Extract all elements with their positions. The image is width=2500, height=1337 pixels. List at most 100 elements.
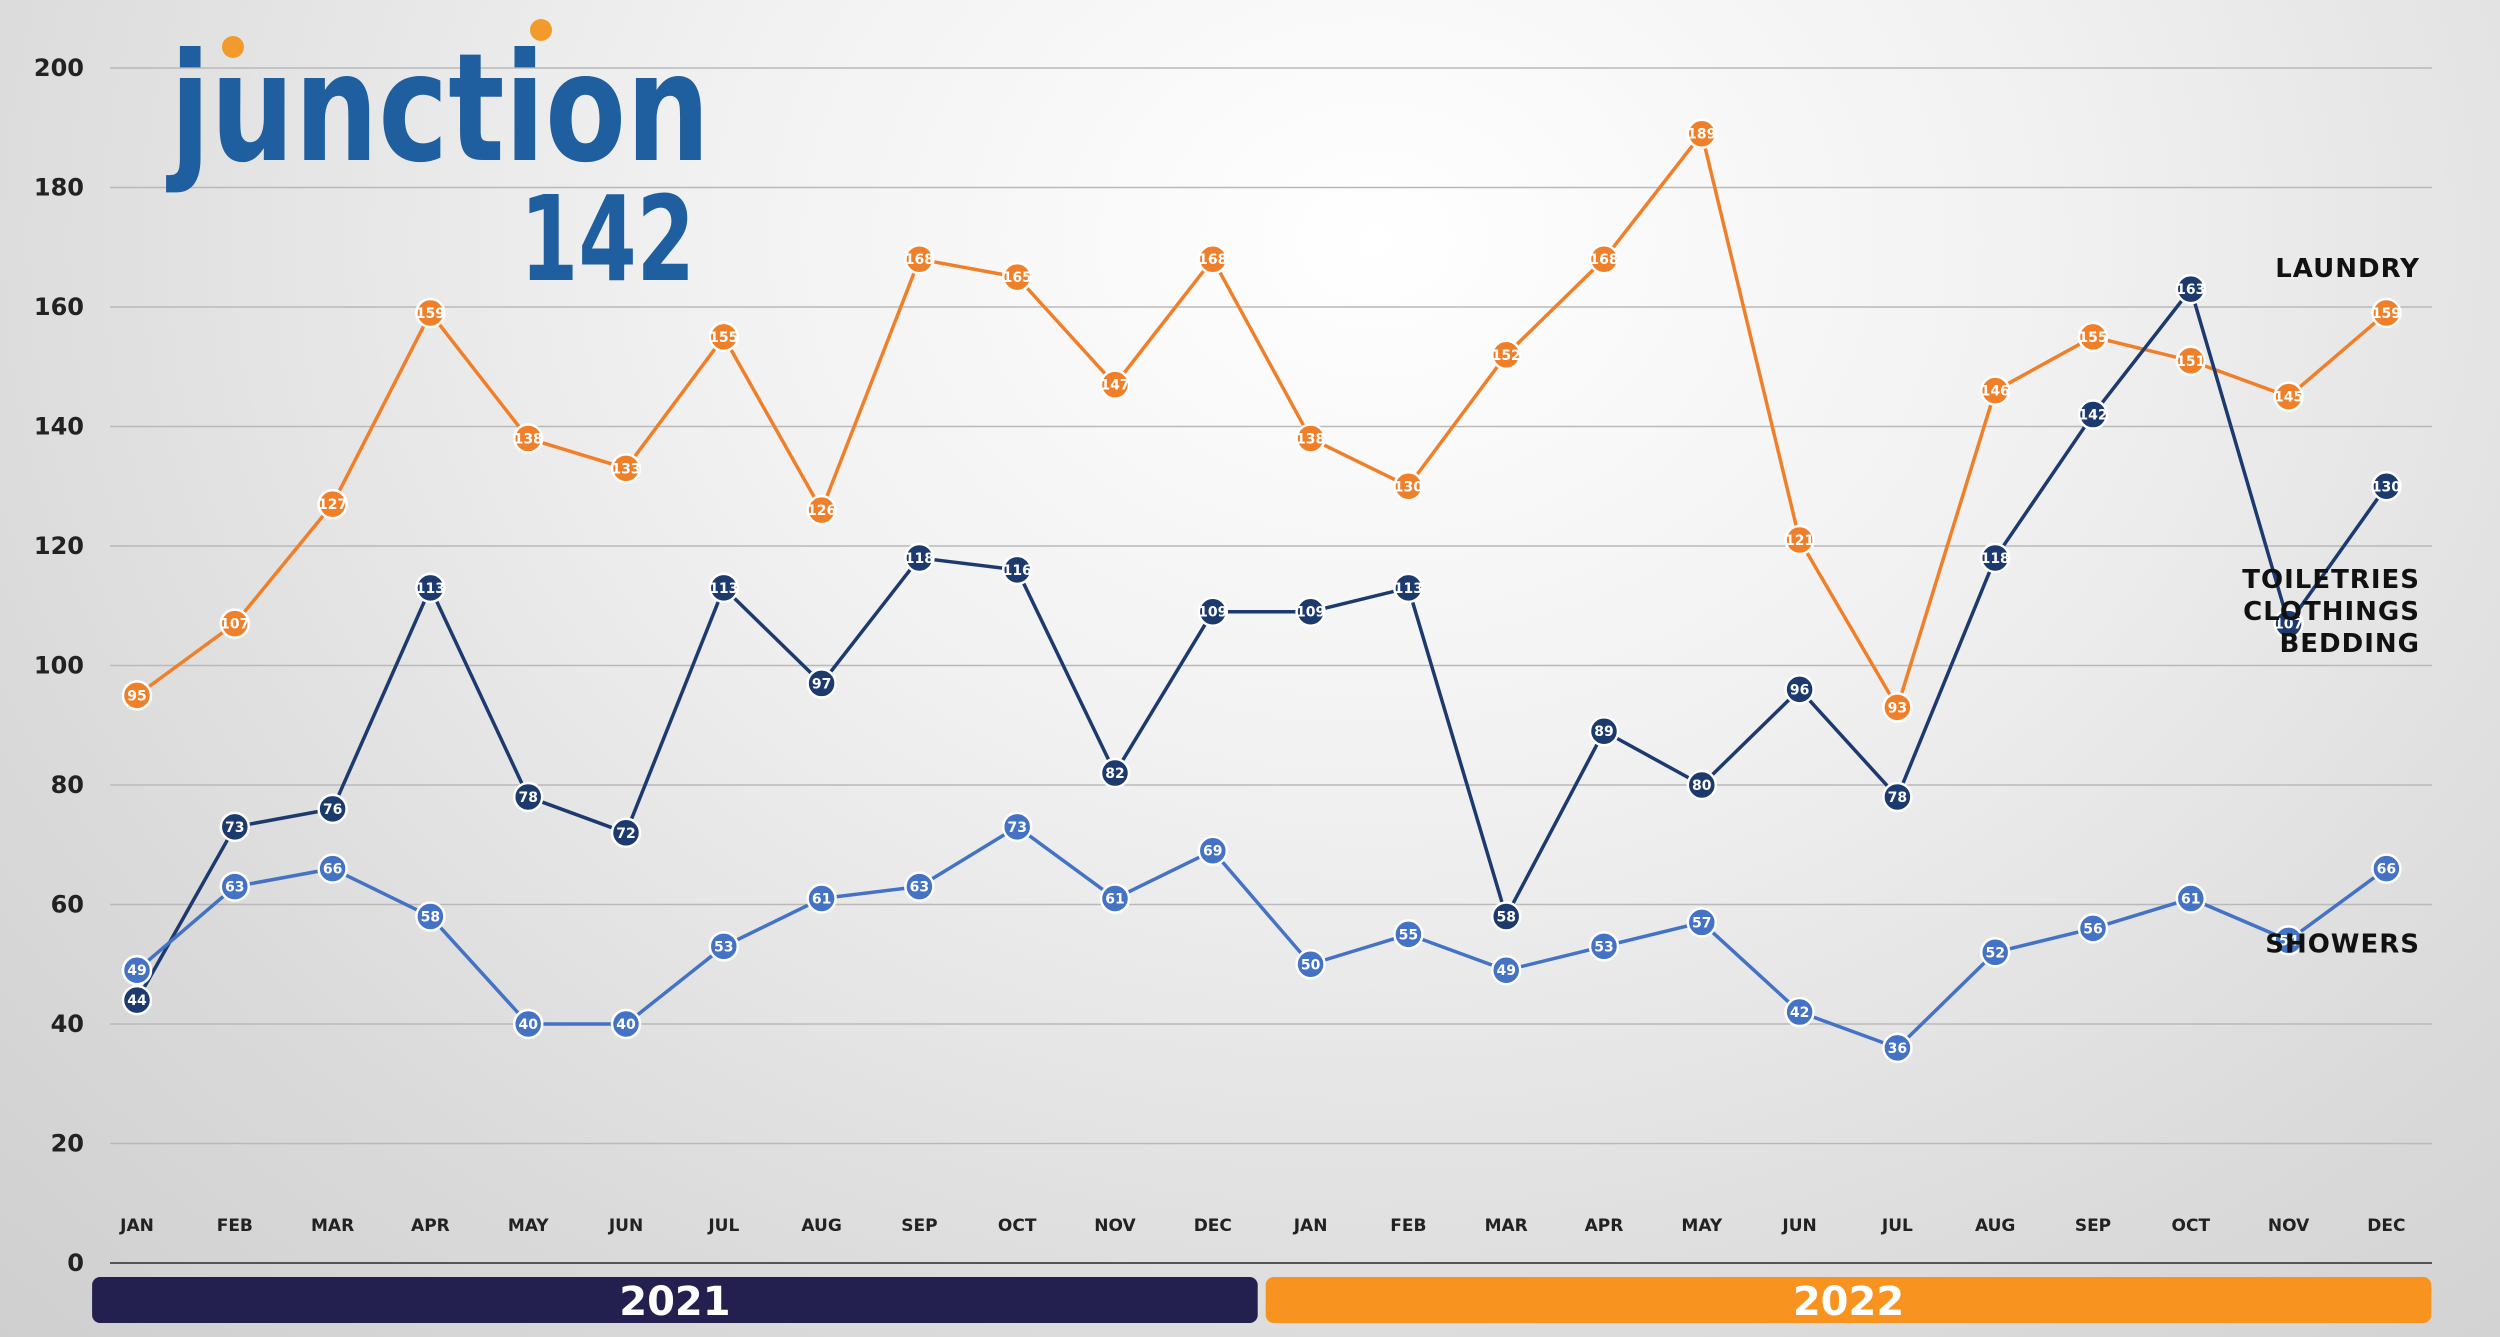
data-label: 73 — [225, 820, 244, 836]
gridlines — [110, 67, 2432, 1264]
data-point — [1588, 931, 1620, 962]
data-point — [806, 668, 837, 699]
data-label: 126 — [807, 503, 836, 519]
data-label: 109 — [1296, 605, 1325, 621]
year-bar — [92, 1277, 1258, 1323]
y-tick-label: 20 — [51, 1130, 84, 1158]
x-tick-label: JUL — [707, 1216, 739, 1236]
data-label: 168 — [1589, 252, 1618, 268]
data-label: 44 — [127, 993, 147, 1009]
x-tick-label: APR — [1585, 1216, 1624, 1236]
y-tick-label: 160 — [34, 293, 84, 321]
data-point — [1784, 996, 1815, 1028]
data-point — [512, 781, 544, 813]
y-tick-label: 140 — [34, 413, 84, 441]
data-label: 146 — [1981, 384, 2010, 400]
data-point — [904, 871, 935, 902]
data-point — [1979, 937, 2011, 968]
x-tick-label: SEP — [2075, 1216, 2111, 1236]
data-label: 63 — [225, 880, 244, 896]
data-label: 61 — [812, 892, 831, 908]
data-label: 121 — [1785, 533, 1814, 549]
year-label: 2021 — [619, 1279, 730, 1325]
logo-number: 142 — [520, 170, 695, 308]
y-tick-label: 180 — [34, 174, 84, 202]
data-label: 165 — [1003, 270, 1032, 286]
data-point — [708, 931, 740, 962]
data-point — [1099, 757, 1131, 789]
data-label: 147 — [1100, 378, 1129, 394]
data-label: 127 — [318, 497, 347, 513]
x-tick-label: MAR — [311, 1216, 354, 1236]
x-tick-label: MAY — [508, 1216, 549, 1236]
series-label: CLOTHINGS — [2243, 597, 2420, 627]
data-label: 116 — [1003, 563, 1032, 579]
data-point — [121, 954, 153, 986]
data-label: 54 — [2279, 933, 2299, 949]
x-tick-label: OCT — [2172, 1216, 2211, 1236]
y-tick-label: 60 — [51, 891, 84, 919]
data-point — [1686, 118, 1718, 149]
data-label: 49 — [1496, 963, 1515, 979]
data-label: 118 — [905, 551, 934, 567]
data-label: 50 — [1301, 957, 1321, 973]
data-label: 107 — [2274, 617, 2303, 633]
logo-dot-left — [222, 36, 244, 58]
data-label: 130 — [1394, 479, 1423, 495]
data-point — [806, 494, 837, 526]
data-point — [1393, 919, 1424, 950]
x-tick-label: MAY — [1681, 1216, 1722, 1236]
x-tick-label: MAR — [1485, 1216, 1528, 1236]
x-tick-label: APR — [411, 1216, 450, 1236]
data-label: 89 — [1594, 724, 1613, 740]
data-label: 159 — [2372, 306, 2401, 322]
data-label: 93 — [1888, 700, 1907, 716]
data-point — [415, 572, 446, 604]
data-label: 58 — [421, 909, 440, 925]
data-point — [1001, 261, 1033, 293]
data-point — [806, 883, 837, 914]
data-label: 168 — [905, 252, 934, 268]
x-tick-label: NOV — [1094, 1216, 1136, 1236]
data-label: 61 — [2181, 892, 2200, 908]
data-label: 96 — [1790, 682, 1809, 698]
data-point — [415, 297, 446, 329]
data-label: 82 — [1105, 766, 1124, 782]
data-point — [904, 243, 935, 275]
data-point — [904, 542, 935, 574]
data-label: 163 — [2176, 282, 2205, 298]
data-point — [1295, 949, 1326, 980]
data-label: 189 — [1687, 127, 1716, 143]
y-tick-label: 120 — [34, 532, 84, 560]
data-point — [1979, 542, 2011, 574]
data-label: 53 — [714, 939, 733, 955]
data-point — [317, 853, 348, 884]
data-label: 113 — [709, 581, 738, 597]
data-point — [2175, 345, 2207, 377]
x-tick-label: SEP — [901, 1216, 937, 1236]
data-label: 61 — [1105, 892, 1124, 908]
data-point — [2273, 381, 2304, 412]
data-point — [1099, 369, 1131, 400]
data-label: 78 — [518, 790, 537, 806]
data-point — [2273, 925, 2304, 956]
data-point — [317, 488, 348, 520]
data-point — [219, 811, 251, 843]
data-label: 130 — [2372, 479, 2401, 495]
data-point — [1882, 1032, 1913, 1064]
data-label: 73 — [1007, 820, 1026, 836]
data-label: 42 — [1790, 1005, 1809, 1021]
data-point — [2175, 883, 2207, 914]
logo-dot-right — [530, 19, 552, 41]
data-label: 57 — [1692, 915, 1711, 931]
data-point — [2371, 853, 2402, 884]
data-point — [1686, 907, 1718, 938]
x-tick-label: JAN — [1293, 1216, 1328, 1236]
data-label: 66 — [2377, 862, 2396, 878]
x-axis: JAN FEB MAR APR MAY JUN JUL AUG SEP OCT NOV DEC JAN F… — [119, 1216, 2405, 1236]
logo: junction 142 — [166, 19, 710, 308]
year-bar — [1265, 1277, 2432, 1323]
logo-word: junction — [166, 22, 710, 196]
y-tick-label: 80 — [51, 771, 84, 799]
